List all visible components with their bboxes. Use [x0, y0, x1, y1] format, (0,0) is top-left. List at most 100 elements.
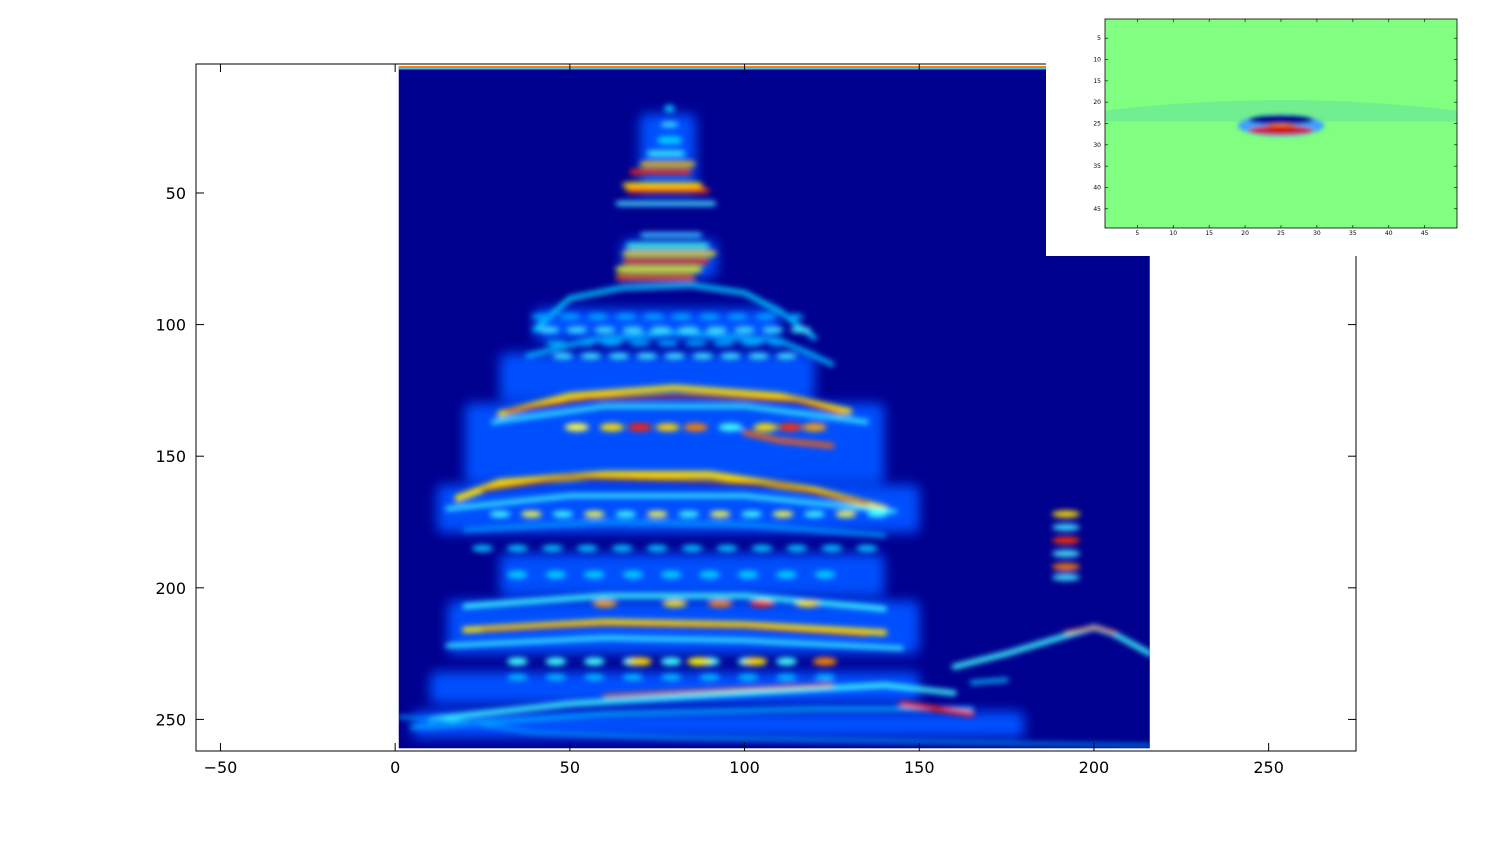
- intensity-spot: [506, 544, 528, 552]
- intensity-spot: [545, 674, 567, 681]
- intensity-spot: [814, 674, 836, 681]
- intensity-spot: [594, 326, 616, 334]
- intensity-spot: [545, 570, 567, 579]
- intensity-spot: [802, 423, 827, 432]
- intensity-spot: [795, 600, 820, 608]
- inset-y-axis: 5 10 15 20 25 30 35 40 45: [1093, 35, 1457, 213]
- heatmap-glow: [412, 114, 1025, 738]
- inset-y-tick-label: 35: [1093, 163, 1101, 170]
- y-tick-label: 200: [155, 579, 186, 598]
- y-tick-label: 100: [155, 316, 186, 335]
- colonnade-line: [462, 619, 888, 636]
- intensity-spot: [1052, 510, 1080, 518]
- intensity-spot: [671, 313, 693, 320]
- intensity-spot: [643, 313, 665, 320]
- inset-kernel: [1237, 114, 1325, 137]
- intensity-spot: [615, 510, 637, 518]
- intensity-spot: [650, 326, 672, 334]
- intensity-band: [615, 274, 696, 280]
- intensity-band: [660, 121, 679, 128]
- intensity-spot: [716, 544, 738, 552]
- inset-x-tick-label: 45: [1421, 230, 1429, 237]
- inset-y-tick-label: 45: [1093, 206, 1101, 213]
- intensity-spot: [583, 674, 605, 681]
- intensity-spot: [692, 353, 714, 360]
- intensity-band: [622, 250, 717, 257]
- y-tick-label: 150: [155, 447, 186, 466]
- intensity-spot: [776, 570, 797, 579]
- intensity-spot: [720, 353, 742, 360]
- intensity-spot: [552, 353, 574, 360]
- inset-x-tick-label: 20: [1241, 230, 1249, 237]
- cornice-line: [491, 404, 869, 424]
- intensity-spot: [655, 423, 680, 432]
- cornice-line: [505, 394, 844, 416]
- inset-heatmap-image: [1105, 19, 1457, 228]
- intensity-spot: [601, 339, 623, 347]
- intensity-spot: [545, 339, 567, 347]
- intensity-spot: [506, 657, 528, 666]
- intensity-spot: [707, 600, 733, 608]
- intensity-band: [629, 169, 693, 175]
- x-tick-label: 150: [904, 758, 935, 777]
- intensity-spot: [762, 326, 783, 334]
- x-tick-label: 50: [560, 758, 580, 777]
- inset-panel: 5 10 15 20 25 30 35 40 45 5 10 15 20 25 30 35 40 45: [1046, 0, 1500, 256]
- intensity-spot: [472, 544, 493, 552]
- intensity-spot: [657, 339, 679, 347]
- intensity-spot: [506, 674, 528, 681]
- intensity-spot: [713, 339, 735, 347]
- x-tick-label: 250: [1253, 758, 1284, 777]
- intensity-spot: [615, 313, 637, 320]
- axes-frame: [195, 63, 1357, 752]
- inset-y-tick-label: 10: [1093, 57, 1101, 64]
- intensity-spot: [1052, 523, 1080, 531]
- intensity-spot: [699, 570, 721, 579]
- x-axis: −50 0 50 100 150 200 250: [204, 64, 1284, 777]
- glow-band: [412, 711, 1025, 738]
- intensity-spot: [755, 313, 776, 320]
- intensity-spot: [748, 353, 770, 360]
- inset-x-axis: 5 10 15 20 25 30 35 40 45: [1135, 19, 1429, 237]
- intensity-spot: [734, 326, 756, 334]
- inset-x-tick-label: 5: [1135, 230, 1139, 237]
- colonnade-line: [481, 623, 868, 637]
- base-line: [410, 706, 974, 730]
- intensity-band: [622, 258, 710, 265]
- intensity-spot: [566, 326, 588, 334]
- y-axis: 50 100 150 200 250: [155, 184, 1356, 729]
- intensity-spot: [814, 570, 836, 579]
- kernel-center: [1266, 124, 1296, 127]
- roof-line: [1064, 625, 1117, 635]
- x-tick-label: 100: [729, 758, 760, 777]
- kernel-negative-lobe: [1248, 115, 1314, 125]
- glow-band: [465, 403, 885, 483]
- cornice-line: [497, 384, 853, 418]
- inset-y-tick-label: 20: [1093, 99, 1101, 106]
- intensity-spot: [662, 600, 687, 608]
- base-line: [427, 682, 957, 722]
- intensity-spot: [678, 510, 700, 518]
- intensity-spot: [741, 510, 763, 518]
- intensity-spot: [769, 339, 790, 347]
- intensity-band: [639, 161, 696, 167]
- base-line: [398, 715, 1150, 748]
- intensity-spot: [622, 570, 644, 579]
- colonnade-line: [445, 635, 904, 651]
- intensity-spot: [1052, 537, 1080, 544]
- intensity-spot: [856, 544, 878, 552]
- drum-line: [481, 475, 869, 506]
- intensity-spot: [1052, 573, 1080, 581]
- inset-heatmap-chart: 5 10 15 20 25 30 35 40 45 5 10 15 20 25 30 35 40 45: [1093, 18, 1458, 237]
- drum-line: [445, 493, 897, 514]
- intensity-spot: [611, 544, 633, 552]
- inset-x-tick-label: 25: [1277, 230, 1285, 237]
- intensity-spot: [583, 657, 605, 666]
- heatmap-top-strip: [398, 66, 1150, 68]
- intensity-spot: [772, 510, 794, 518]
- roof-line: [951, 624, 1150, 670]
- inset-x-tick-label: 40: [1385, 230, 1393, 237]
- intensity-spot: [727, 313, 749, 320]
- inset-y-tick-label: 15: [1093, 78, 1101, 85]
